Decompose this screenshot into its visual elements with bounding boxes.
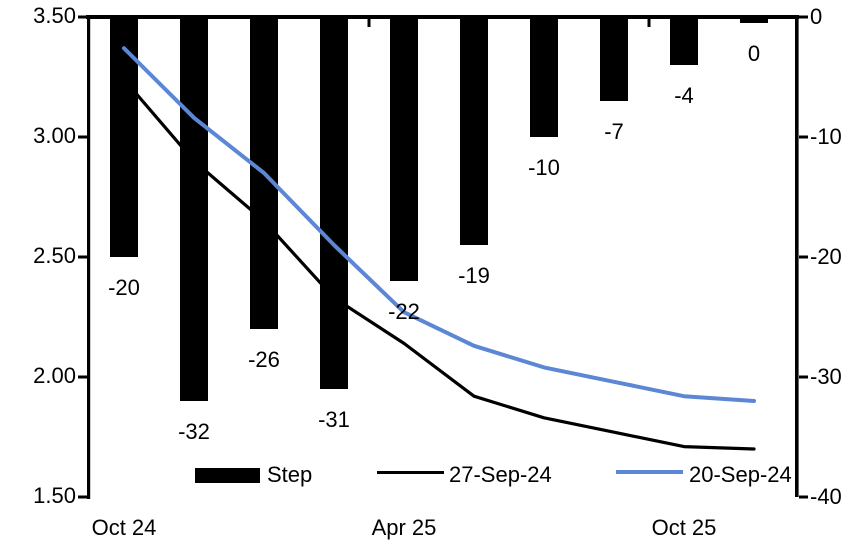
left-axis-tick <box>78 375 87 379</box>
bar-data-label: 0 <box>748 41 760 66</box>
bar-series-step <box>110 17 768 401</box>
right-axis-tick <box>799 495 808 499</box>
bar-data-label: -7 <box>604 119 624 144</box>
right-axis-tick <box>799 375 808 379</box>
left-axis-tick <box>78 135 87 139</box>
top-axis-group-tick <box>367 19 371 27</box>
right-axis-tick-label: 0 <box>810 4 822 29</box>
left-axis-tick-label: 3.00 <box>33 123 76 148</box>
x-axis-label: Oct 25 <box>652 515 717 540</box>
bar-data-label: -26 <box>248 347 280 372</box>
right-axis-tick <box>799 255 808 259</box>
left-axis-tick-label: 3.50 <box>33 3 76 28</box>
x-axis-label: Oct 24 <box>92 515 157 540</box>
left-axis-tick <box>78 15 87 19</box>
right-axis-tick-label: -20 <box>810 244 842 269</box>
left-axis-tick <box>78 495 87 499</box>
bar-step <box>530 17 558 137</box>
legend-label-27-sep-24: 27-Sep-24 <box>449 462 552 487</box>
bar-step <box>320 17 348 389</box>
bar-data-label: -4 <box>674 83 694 108</box>
bar-data-label: -31 <box>318 407 350 432</box>
right-axis-tick <box>799 135 808 139</box>
line-27-sep-24 <box>122 77 756 451</box>
top-axis-line <box>86 15 799 19</box>
bar-step <box>390 17 418 281</box>
legend-label-step: Step <box>267 462 313 487</box>
bar-data-label: -20 <box>108 275 140 300</box>
bar-step <box>180 17 208 401</box>
right-axis-line <box>795 15 799 497</box>
left-axis-line <box>87 15 91 499</box>
x-axis-label: Apr 25 <box>372 515 437 540</box>
bar-data-label: -32 <box>178 419 210 444</box>
left-axis-tick-label: 1.50 <box>33 483 76 508</box>
right-axis-tick-label: -40 <box>810 484 842 509</box>
right-axis-tick-label: -10 <box>810 124 842 149</box>
legend-line-swatch-20-sep-24 <box>616 470 683 474</box>
bar-data-label: -22 <box>388 299 420 324</box>
bar-step <box>600 17 628 101</box>
bar-data-label: -19 <box>458 263 490 288</box>
bar-step <box>740 17 768 23</box>
legend-bar-swatch <box>195 468 260 483</box>
axes <box>78 15 808 499</box>
bar-step <box>460 17 488 245</box>
right-axis-tick <box>799 15 808 19</box>
bar-step <box>670 17 698 65</box>
top-axis-group-tick <box>647 19 651 27</box>
legend-label-20-sep-24: 20-Sep-24 <box>689 462 792 487</box>
line-20-sep-24 <box>122 46 756 403</box>
bar-data-label: -10 <box>528 155 560 180</box>
left-axis-tick <box>78 255 87 259</box>
bar-step <box>110 17 138 257</box>
left-axis-tick-label: 2.00 <box>33 363 76 388</box>
left-axis-tick-label: 2.50 <box>33 243 76 268</box>
right-axis-tick-label: -30 <box>810 364 842 389</box>
legend-line-swatch-27-sep-24 <box>377 471 444 474</box>
